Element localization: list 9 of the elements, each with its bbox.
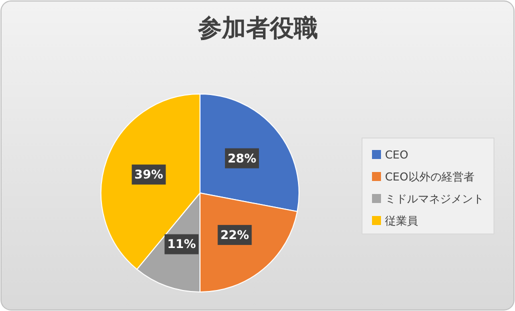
legend-label: 従業員: [385, 214, 418, 228]
data-label: 39%: [134, 168, 164, 182]
legend-label: CEO以外の経営者: [385, 170, 474, 184]
data-label: 11%: [167, 237, 196, 252]
data-label: 22%: [220, 228, 250, 242]
legend-label: ミドルマネジメント: [385, 192, 484, 206]
chart-title: 参加者役職: [197, 14, 318, 42]
legend-label: CEO: [385, 148, 409, 162]
data-label: 28%: [228, 151, 256, 166]
